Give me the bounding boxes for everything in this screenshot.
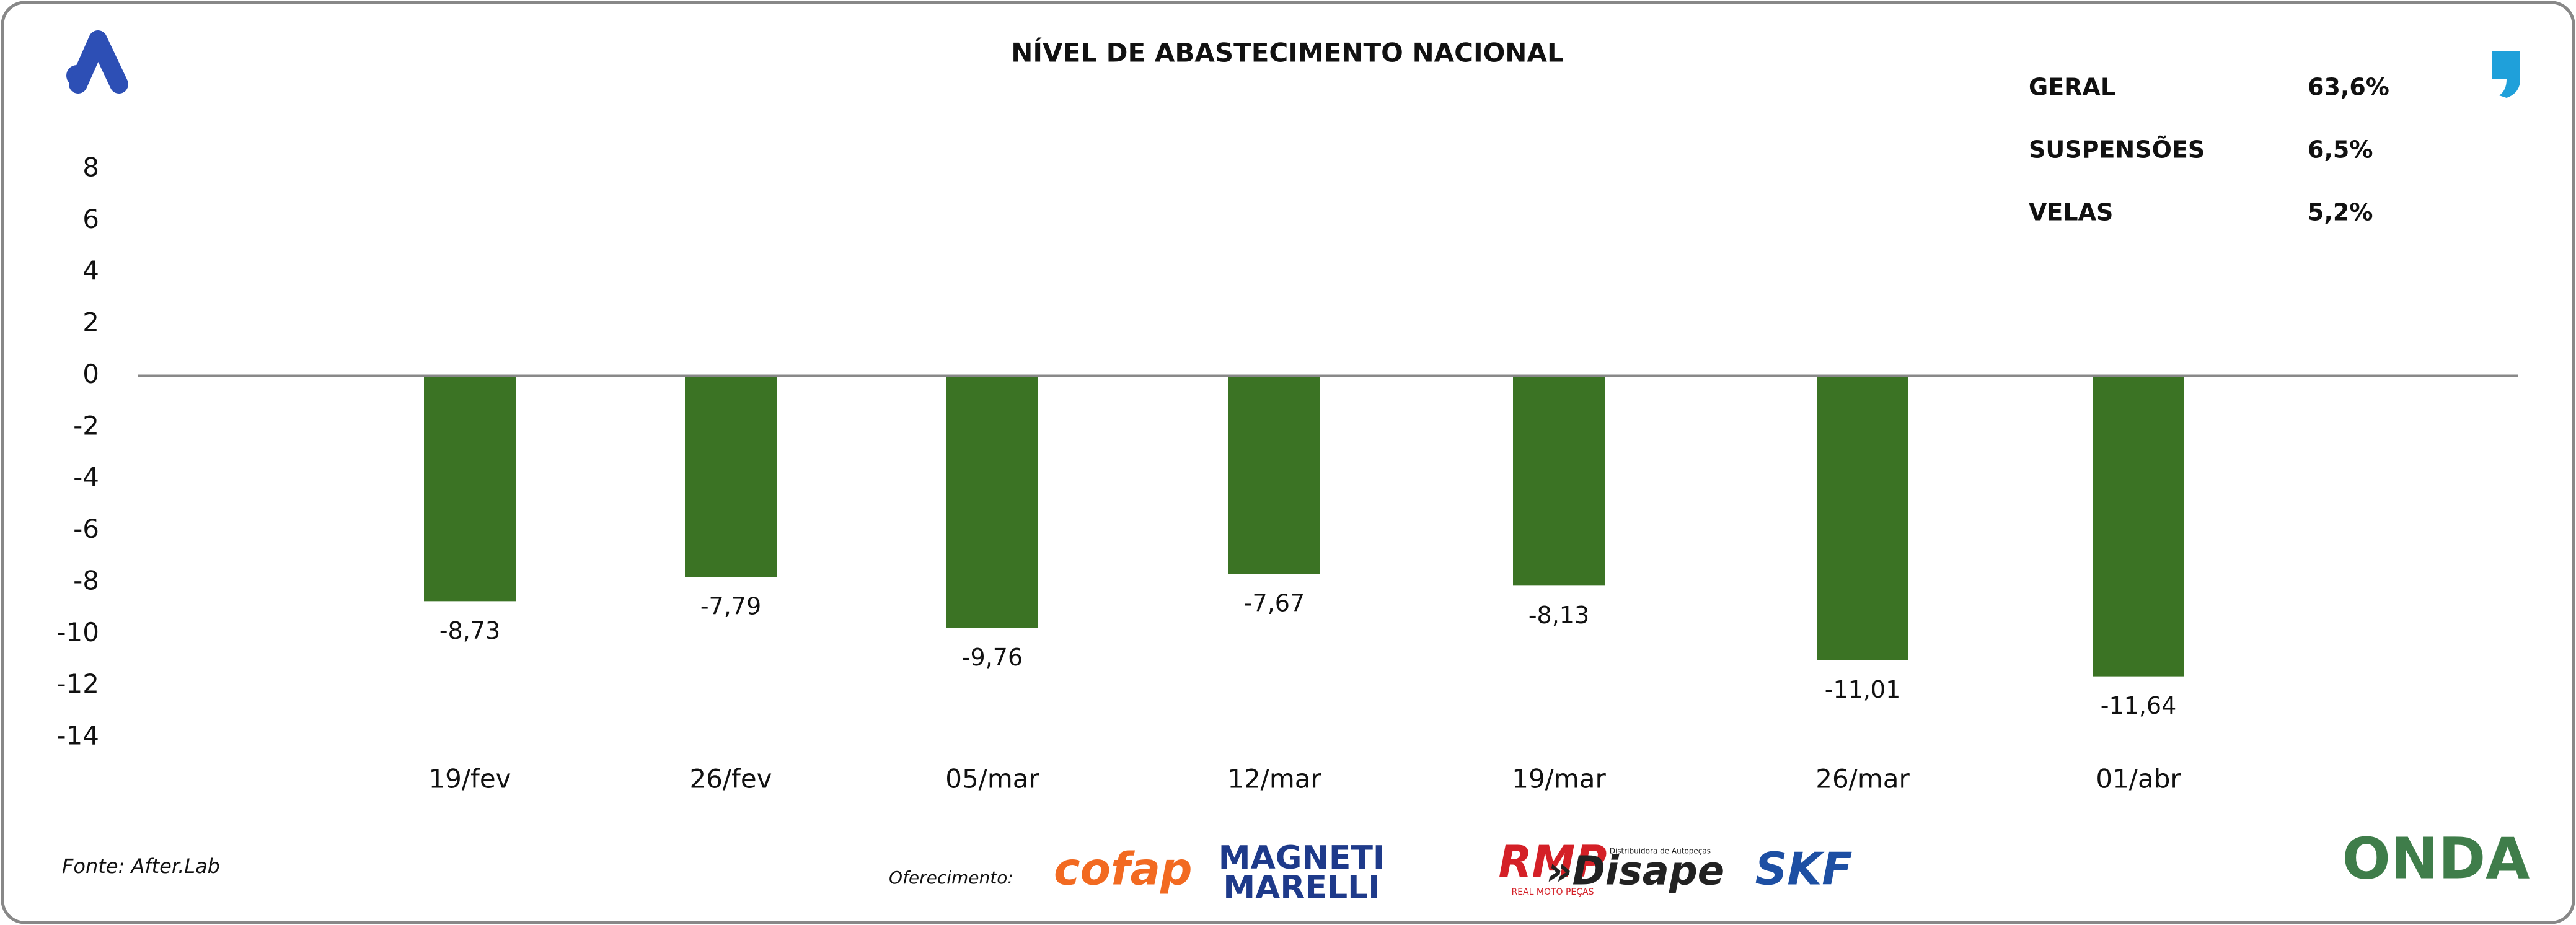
data-label: -9,76 [962, 644, 1023, 671]
sponsor-label: Oferecimento: [889, 867, 1013, 888]
x-tick-label: 26/fev [689, 764, 772, 794]
source: Fonte: After.Lab [62, 854, 220, 878]
y-tick-label: 6 [82, 204, 99, 234]
data-label: -8,73 [439, 617, 500, 644]
quote-icon [2492, 51, 2520, 98]
bar [1817, 375, 1908, 660]
bar [2093, 375, 2184, 677]
bar [1513, 375, 1605, 586]
data-label: -7,67 [1244, 590, 1305, 617]
y-tick-label: 2 [82, 307, 99, 338]
logo-caption: REAL MOTO PEÇAS [1511, 887, 1594, 897]
logo: »Disape [1546, 849, 1724, 895]
logo: RMP [1499, 836, 1607, 887]
x-tick-label: 12/mar [1227, 764, 1321, 794]
y-tick-label: -2 [73, 410, 99, 441]
x-tick-label: 26/mar [1815, 764, 1910, 794]
x-tick-label: 19/fev [428, 764, 511, 794]
bar [1228, 375, 1320, 574]
logo: ONDA [2342, 825, 2530, 892]
bar [946, 375, 1038, 628]
logo: MAGNETI [1219, 840, 1385, 877]
brand-logo [66, 30, 128, 94]
summary-label: SUSPENSÕES [2029, 136, 2205, 164]
y-tick-label: 8 [82, 152, 99, 183]
x-tick-label: 01/abr [2096, 764, 2181, 794]
y-tick-label: -12 [56, 669, 99, 699]
bar [685, 375, 777, 577]
summary-label: GERAL [2029, 74, 2115, 101]
data-label: -11,64 [2101, 692, 2177, 719]
data-label: -11,01 [1825, 676, 1901, 703]
data-label: -8,13 [1528, 602, 1589, 629]
y-tick-label: -10 [56, 617, 99, 647]
x-tick-label: 05/mar [945, 764, 1039, 794]
y-tick-label: -14 [56, 721, 99, 751]
data-label: -7,79 [700, 593, 761, 620]
summary-label: VELAS [2029, 199, 2113, 226]
summary-value: 63,6% [2308, 74, 2389, 101]
chart-title: NÍVEL DE ABASTECIMENTO NACIONAL [1011, 37, 1563, 68]
y-tick-label: -6 [73, 514, 99, 544]
y-tick-label: -4 [73, 462, 99, 493]
summary-value: 6,5% [2308, 136, 2373, 164]
logo: cofap [1054, 843, 1193, 895]
y-tick-label: 4 [82, 255, 99, 286]
bar [424, 375, 516, 602]
logo: SKF [1755, 843, 1853, 895]
logo-caption: Distribuidora de Autopeças [1610, 847, 1711, 856]
y-tick-label: -8 [73, 565, 99, 595]
y-tick-label: 0 [82, 359, 99, 389]
x-tick-label: 19/mar [1512, 764, 1606, 794]
summary-value: 5,2% [2308, 199, 2373, 226]
logo: MARELLI [1223, 869, 1380, 906]
